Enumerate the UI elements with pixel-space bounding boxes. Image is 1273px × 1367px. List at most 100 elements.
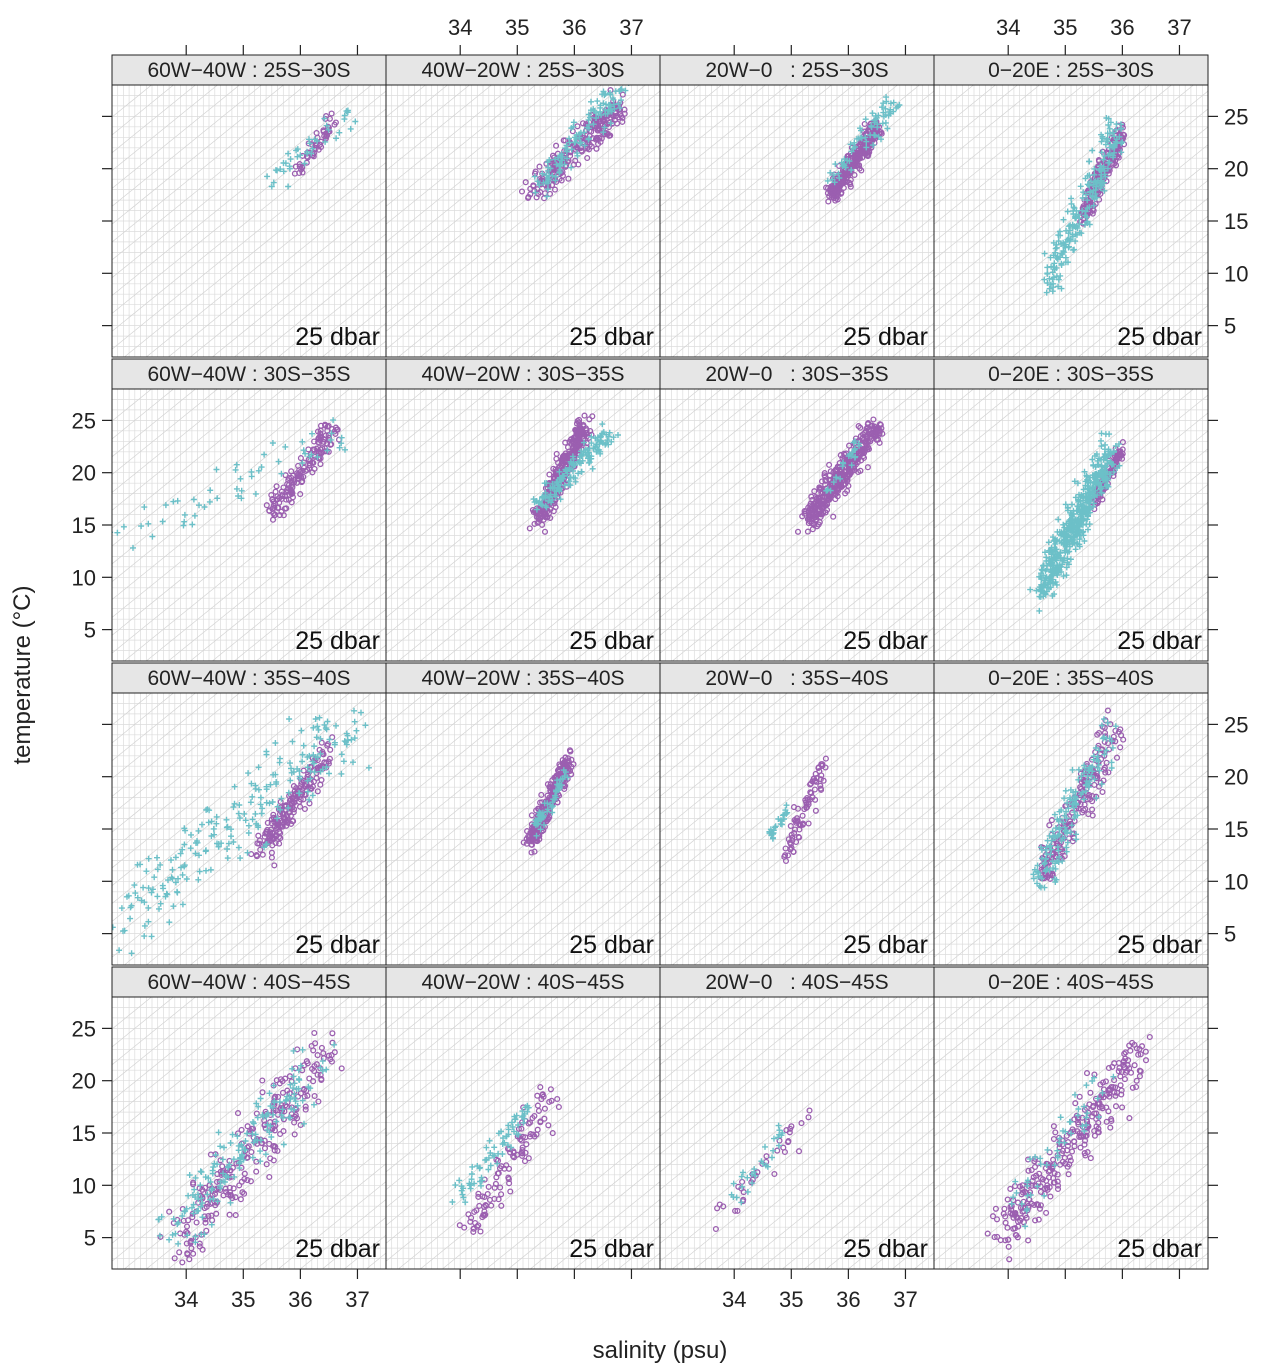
panel-points bbox=[766, 755, 829, 865]
data-point bbox=[1096, 481, 1103, 488]
data-point bbox=[162, 502, 169, 509]
data-point bbox=[284, 1093, 290, 1100]
data-point bbox=[235, 493, 242, 499]
data-point bbox=[310, 724, 317, 731]
data-point bbox=[1085, 182, 1092, 188]
data-point bbox=[1055, 516, 1062, 523]
data-point bbox=[848, 148, 855, 155]
data-point bbox=[169, 875, 176, 882]
data-point bbox=[607, 107, 613, 114]
data-point bbox=[193, 1219, 200, 1226]
data-point bbox=[1100, 766, 1108, 773]
data-point bbox=[847, 154, 854, 161]
data-point bbox=[1061, 812, 1068, 819]
data-point bbox=[542, 489, 549, 496]
data-point bbox=[240, 1156, 247, 1163]
data-point bbox=[273, 781, 280, 787]
data-point bbox=[772, 824, 778, 831]
data-point bbox=[1062, 541, 1069, 548]
data-point bbox=[512, 1116, 519, 1123]
data-point bbox=[519, 1144, 526, 1151]
data-point bbox=[1053, 557, 1060, 564]
data-point bbox=[287, 1081, 294, 1088]
data-point bbox=[549, 484, 556, 491]
data-point bbox=[1077, 183, 1084, 190]
data-point bbox=[328, 1058, 335, 1065]
data-point bbox=[566, 464, 573, 471]
data-point bbox=[528, 841, 535, 848]
data-point bbox=[1110, 154, 1117, 161]
data-point bbox=[1084, 197, 1091, 204]
data-point bbox=[1080, 807, 1087, 814]
data-point bbox=[850, 145, 857, 152]
data-point bbox=[1109, 744, 1116, 751]
data-point bbox=[518, 1137, 525, 1144]
data-point bbox=[194, 838, 200, 845]
data-point bbox=[593, 145, 600, 152]
data-point bbox=[1108, 765, 1115, 771]
data-point bbox=[1079, 195, 1086, 201]
data-point bbox=[170, 1215, 177, 1222]
data-point bbox=[185, 1192, 192, 1199]
panel-strip-label: 20W−0 : 25S−30S bbox=[705, 59, 888, 82]
data-point bbox=[522, 1134, 529, 1141]
data-point bbox=[794, 528, 802, 535]
pressure-label: 25 dbar bbox=[295, 1235, 380, 1263]
data-point bbox=[118, 905, 125, 912]
data-point bbox=[557, 776, 564, 783]
data-point bbox=[1098, 781, 1105, 787]
data-point bbox=[303, 1087, 310, 1094]
data-point bbox=[1101, 751, 1108, 758]
data-point bbox=[794, 805, 802, 812]
data-point bbox=[241, 1170, 248, 1177]
data-point bbox=[253, 852, 260, 859]
data-point bbox=[317, 1071, 324, 1079]
data-point bbox=[325, 126, 332, 133]
data-point bbox=[179, 1213, 186, 1219]
data-point bbox=[811, 488, 818, 495]
data-point bbox=[848, 167, 855, 173]
data-point bbox=[538, 816, 544, 823]
data-point bbox=[796, 826, 803, 833]
data-point bbox=[249, 793, 256, 800]
data-point bbox=[1079, 529, 1086, 536]
data-point bbox=[527, 191, 534, 198]
data-point bbox=[1096, 158, 1103, 165]
data-point bbox=[799, 821, 806, 828]
data-point bbox=[518, 1125, 525, 1132]
data-point bbox=[352, 118, 359, 125]
data-point bbox=[830, 488, 837, 495]
data-point bbox=[880, 100, 887, 107]
data-point bbox=[1058, 260, 1065, 267]
data-point bbox=[1067, 534, 1074, 541]
data-point bbox=[269, 516, 277, 523]
data-point bbox=[238, 1126, 245, 1133]
data-point bbox=[887, 100, 894, 107]
data-point bbox=[1052, 579, 1059, 585]
data-point bbox=[476, 1165, 483, 1172]
data-point bbox=[837, 475, 844, 482]
data-point bbox=[498, 1191, 505, 1198]
data-point bbox=[572, 475, 579, 482]
data-point bbox=[804, 528, 811, 535]
data-point bbox=[844, 157, 851, 164]
data-point bbox=[816, 485, 824, 492]
data-point bbox=[618, 97, 625, 104]
data-point bbox=[237, 475, 244, 482]
data-point bbox=[177, 850, 184, 857]
data-point bbox=[846, 470, 853, 478]
data-point bbox=[536, 182, 543, 188]
data-point bbox=[607, 120, 614, 127]
data-point bbox=[244, 1130, 250, 1137]
data-point bbox=[221, 1144, 227, 1151]
data-point bbox=[561, 772, 568, 779]
data-point bbox=[302, 1103, 309, 1110]
data-point bbox=[338, 440, 345, 447]
data-point bbox=[1110, 468, 1117, 475]
data-point bbox=[205, 819, 212, 826]
data-point bbox=[556, 169, 563, 176]
data-point bbox=[1081, 538, 1088, 544]
data-point bbox=[286, 165, 293, 172]
data-point bbox=[1072, 494, 1079, 501]
